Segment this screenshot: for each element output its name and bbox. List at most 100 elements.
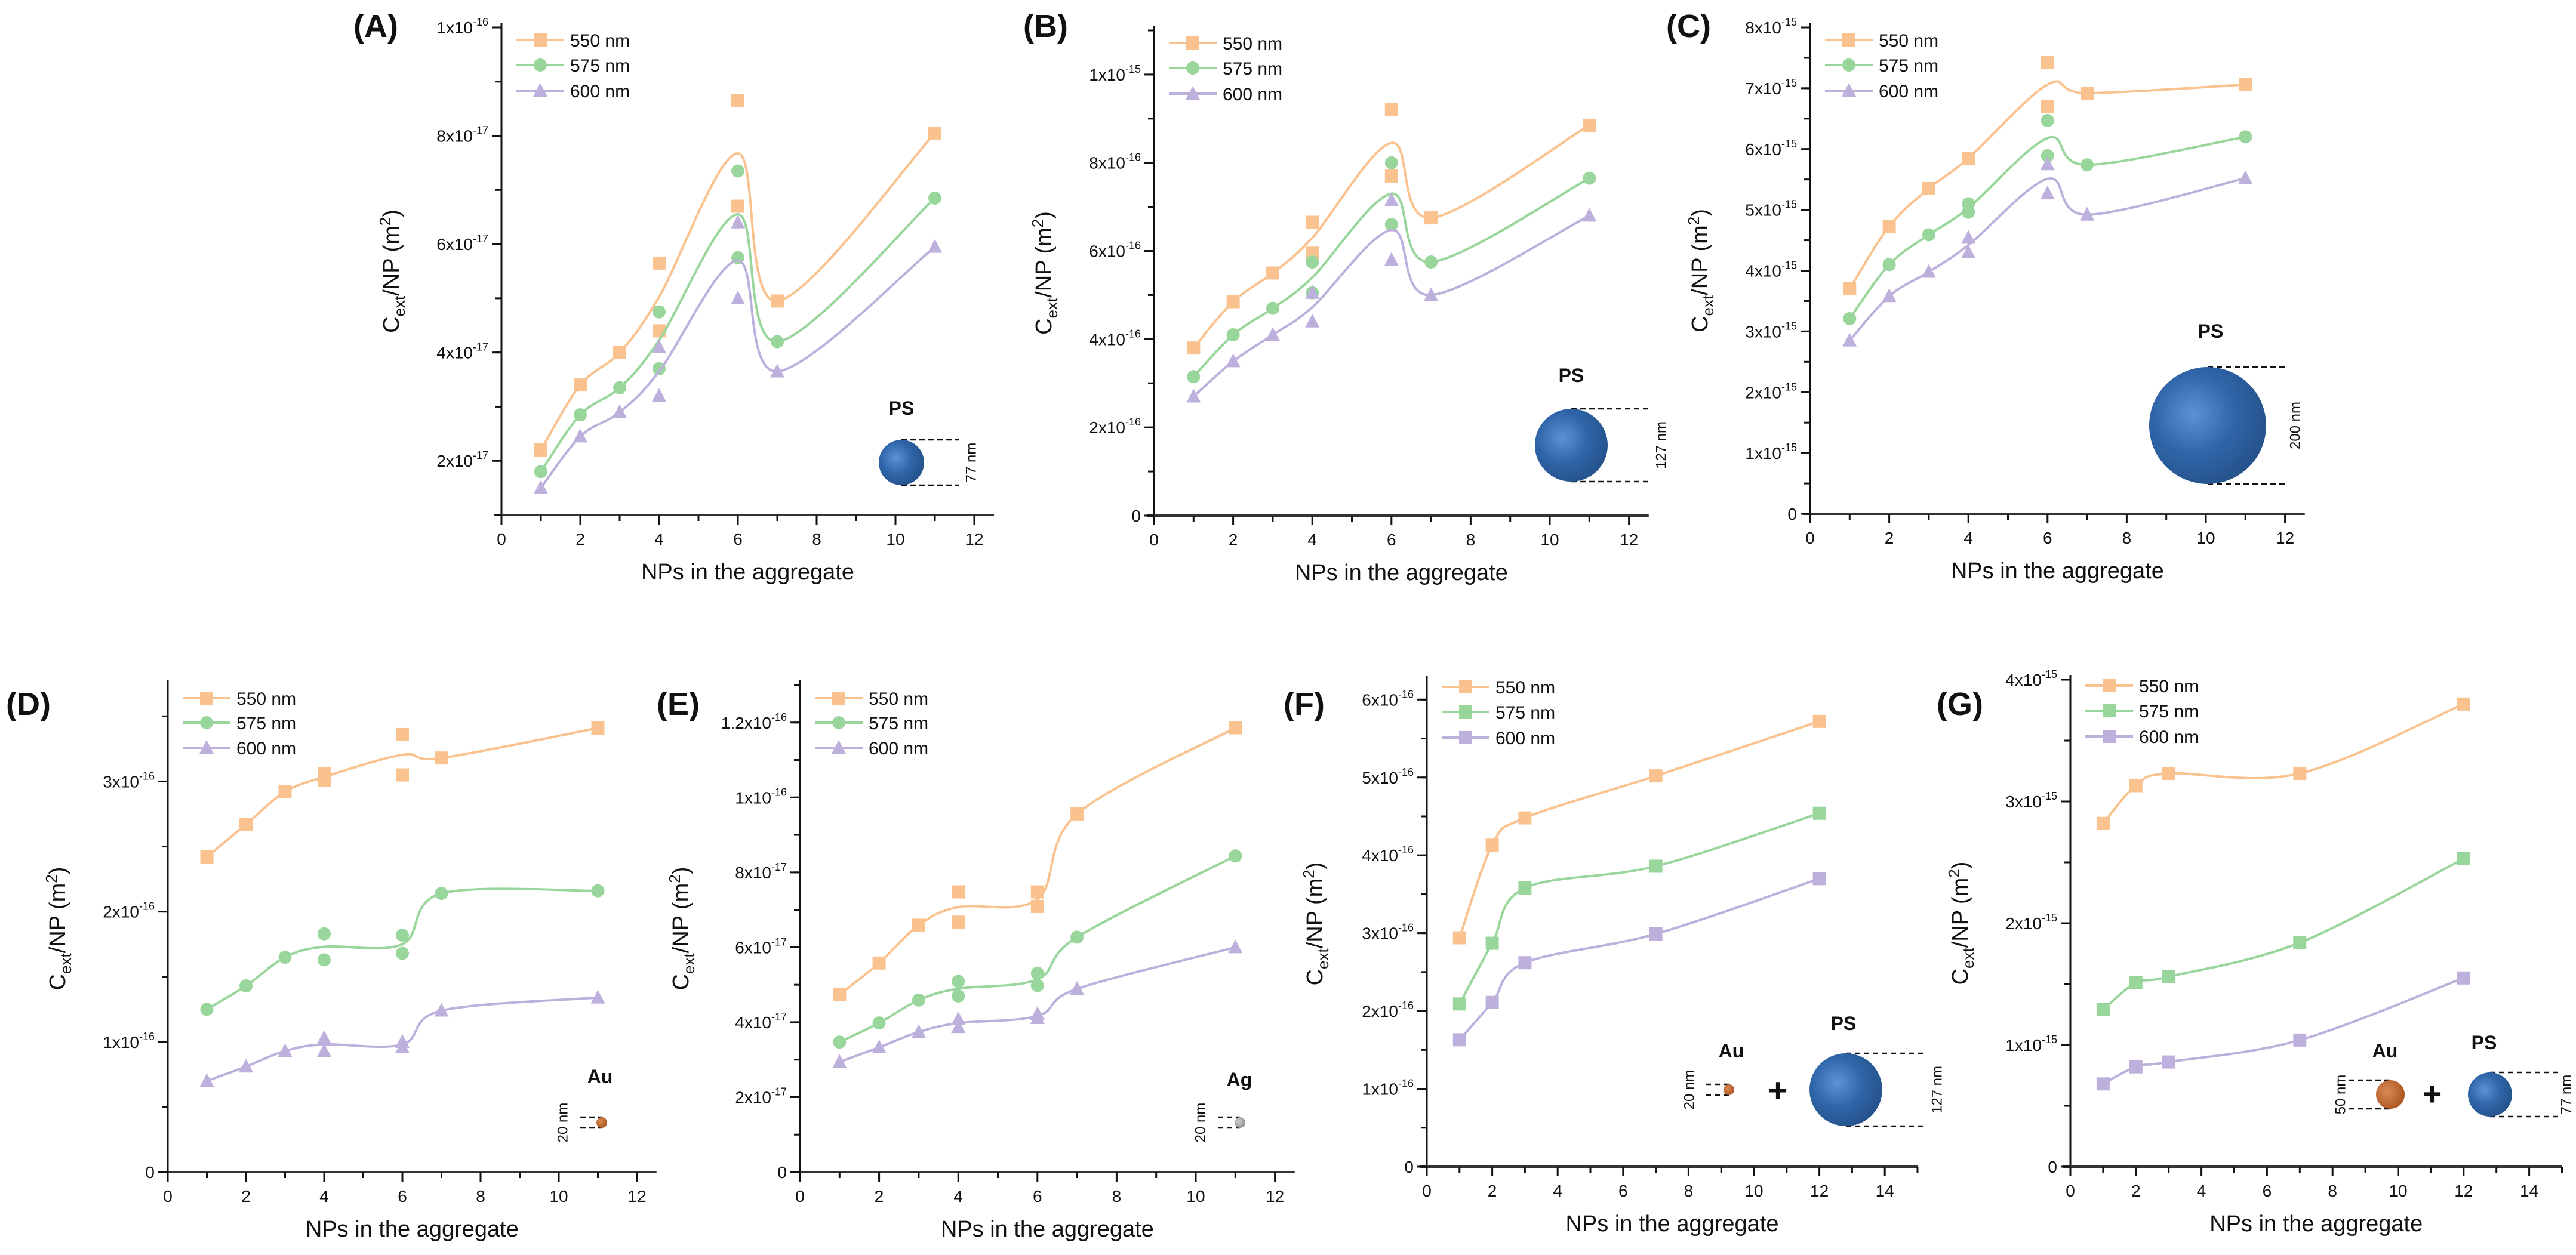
y-title-sub: ext — [390, 295, 408, 316]
y-tick-base: 3x10 — [103, 772, 139, 791]
data-point — [1452, 931, 1466, 945]
data-point — [2040, 186, 2055, 200]
y-title-main: C — [379, 316, 404, 332]
x-axis-title: NPs in the aggregate — [1295, 560, 1508, 585]
x-tick-label: 2 — [875, 1187, 884, 1205]
x-tick-label: 4 — [1307, 531, 1317, 549]
y-tick-exponent: -15 — [2042, 912, 2057, 924]
y-tick-base: 0 — [145, 1163, 155, 1182]
x-tick-label: 12 — [1266, 1187, 1284, 1205]
data-point — [1187, 370, 1201, 384]
y-tick-label: 2x10-15 — [1745, 381, 1797, 402]
data-point — [395, 1039, 410, 1053]
au-sphere-icon — [1724, 1084, 1734, 1095]
legend-label: 575 nm — [236, 714, 296, 733]
y-tick-base: 2x10 — [1362, 1002, 1398, 1020]
diameter-label: 127 nm — [1929, 1066, 1945, 1114]
data-point — [2457, 852, 2470, 865]
series-600-nm — [1842, 156, 2253, 347]
x-tick-label: 12 — [965, 530, 983, 548]
data-point — [574, 408, 587, 422]
y-title-sub: ext — [1959, 947, 1977, 968]
data-point — [1649, 769, 1663, 783]
legend-marker — [1459, 705, 1472, 719]
x-tick-label: 12 — [1620, 531, 1638, 549]
y-tick-base: 2x10 — [436, 452, 473, 470]
y-tick-base: 2x10 — [1745, 383, 1781, 402]
data-point — [2129, 976, 2143, 989]
x-tick-label: 0 — [1422, 1182, 1432, 1200]
data-point — [1384, 218, 1398, 232]
series-550-nm — [1843, 56, 2252, 296]
y-tick-label: 5x10-16 — [1362, 766, 1414, 787]
particle-inset: PS 127 nm — [1535, 365, 1669, 483]
y-tick-base: 4x10 — [1089, 330, 1125, 349]
au-sphere-icon — [2376, 1080, 2405, 1109]
y-tick-base: 2x10 — [2005, 914, 2042, 933]
material-label: PS — [2198, 320, 2224, 342]
data-point — [2041, 56, 2054, 70]
panel-c: (C)0 2 4 6 8 10 1201x10-152x10-153x10-154x10-1… — [1666, 8, 2305, 584]
legend-item: 550 nm — [1442, 678, 1555, 698]
y-tick-base: 6x10 — [436, 235, 473, 254]
legend-item: 550 nm — [2085, 677, 2199, 696]
x-axis-title: NPs in the aggregate — [941, 1217, 1154, 1242]
data-point — [731, 164, 744, 178]
y-tick-label: 4x10-15 — [1745, 260, 1797, 280]
data-point — [1812, 872, 1826, 886]
y-title-mid: /NP (m — [1948, 878, 1973, 948]
plus-sign: + — [2423, 1075, 2442, 1112]
y-tick-exponent: -16 — [139, 901, 155, 912]
x-tick-label: 10 — [2196, 529, 2215, 547]
x-tick-label: 10 — [1744, 1182, 1763, 1200]
y-tick-base: 3x10 — [1362, 924, 1398, 943]
y-axis-title: Cext/NP (m2) — [1029, 211, 1061, 335]
y-title-sup: 2 — [42, 874, 60, 883]
data-point — [1962, 205, 1975, 219]
y-tick-exponent: -15 — [1781, 381, 1797, 393]
ps-sphere-icon — [1535, 409, 1608, 482]
y-title-mid: /NP (m — [1032, 227, 1057, 298]
y-tick-base: 4x10 — [1362, 846, 1398, 865]
data-point — [2293, 1033, 2307, 1047]
diameter-label: 200 nm — [2287, 402, 2303, 449]
data-point — [1306, 215, 1319, 229]
y-title-sub: ext — [1314, 948, 1332, 969]
legend-label: 600 nm — [570, 82, 630, 101]
y-tick-exponent: -17 — [473, 125, 488, 137]
y-tick-base: 1x10 — [103, 1033, 139, 1052]
data-point — [652, 339, 666, 353]
data-point — [912, 993, 925, 1007]
data-point — [2041, 113, 2054, 127]
y-tick-label: 4x10-16 — [1089, 328, 1141, 349]
y-tick-base: 6x10 — [735, 938, 771, 957]
data-point — [613, 404, 627, 418]
y-tick-base: 6x10 — [1745, 140, 1781, 159]
data-point — [1384, 169, 1398, 183]
series-curve — [1458, 812, 1820, 1005]
x-tick-label: 8 — [1112, 1187, 1122, 1205]
y-title-mid: /NP (m — [1303, 878, 1328, 949]
legend-label: 600 nm — [869, 739, 928, 758]
y-tick-base: 4x10 — [2005, 671, 2042, 689]
data-point — [1266, 301, 1279, 315]
data-point — [396, 928, 409, 942]
series-curve — [1458, 720, 1820, 939]
x-tick-label: 6 — [1387, 531, 1396, 549]
data-point — [872, 956, 886, 970]
legend-marker — [1186, 36, 1199, 50]
data-point — [1843, 282, 1857, 296]
y-tick-base: 1.2x10 — [721, 714, 771, 732]
x-tick-label: 12 — [2454, 1182, 2473, 1200]
y-tick-exponent: -16 — [1398, 922, 1414, 934]
data-point — [2129, 1060, 2143, 1074]
y-tick-label: 6x10-17 — [735, 936, 787, 957]
legend-marker — [1459, 680, 1472, 693]
legend-item: 550 nm — [815, 689, 928, 709]
legend-label: 600 nm — [2139, 727, 2199, 747]
series-curve — [540, 132, 936, 451]
x-tick-label: 2 — [575, 530, 585, 548]
y-tick-label: 0 — [145, 1163, 155, 1182]
data-point — [2293, 936, 2307, 949]
data-point — [1882, 288, 1897, 303]
